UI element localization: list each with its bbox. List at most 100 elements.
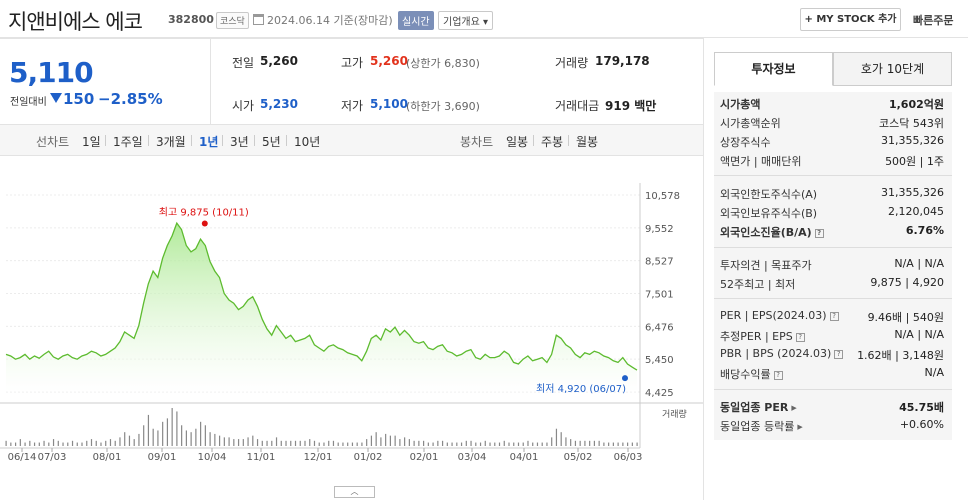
volume-bar [185, 430, 187, 446]
volume-bar [157, 430, 159, 446]
help-icon[interactable]: ? [773, 371, 783, 380]
volume-bar [337, 442, 339, 446]
volume-bar [261, 440, 263, 446]
volume-bar [418, 440, 420, 446]
volume-bar [309, 439, 311, 446]
price-change: 150 [63, 90, 95, 108]
live-badge[interactable]: 실시간 [398, 11, 434, 30]
volume-bar [280, 440, 282, 446]
volume-bar [24, 442, 26, 446]
price-change-pct: −2.85% [98, 90, 163, 108]
help-icon[interactable]: ? [814, 229, 824, 238]
volume-bar [247, 437, 249, 446]
divider [714, 175, 952, 176]
high-value: 5,260 [370, 54, 408, 68]
x-tick-label: 01/02 [354, 452, 383, 463]
volume-bar [38, 442, 40, 446]
chart-expand-toggle[interactable]: ︿ [334, 486, 375, 498]
volume-bar [313, 440, 316, 446]
help-icon[interactable]: ? [795, 333, 805, 342]
volume-bar [109, 439, 112, 446]
volume-bar [551, 437, 553, 446]
tab-weekly[interactable]: 주봉 [541, 135, 564, 149]
volume-bar [565, 437, 567, 446]
sector-chg-row: 동일업종 등락률 ▶ +0.60% [720, 418, 944, 433]
tab-10y[interactable]: 10년 [294, 135, 321, 149]
volume-bar [209, 432, 211, 446]
per-row: PER | EPS(2024.03)? 9.46배 | 540원 [720, 309, 944, 324]
tab-5y[interactable]: 5년 [262, 135, 281, 149]
volume-bar [195, 428, 197, 446]
volume-bar [242, 439, 244, 446]
x-tick-label: 10/04 [198, 452, 227, 463]
volume-bar [138, 433, 140, 446]
prev-close-value: 5,260 [260, 54, 298, 68]
x-tick-label: 09/01 [148, 452, 177, 463]
divider [714, 298, 952, 299]
tab-daily[interactable]: 일봉 [506, 135, 529, 149]
volume-bar [76, 442, 78, 446]
high-label: 고가 [341, 56, 364, 70]
dividend-row: 배당수익률? N/A [720, 366, 944, 381]
quick-order-button[interactable]: 빠른주문 [913, 14, 954, 27]
volume-bar [479, 442, 482, 446]
lower-limit: (하한가 3,690) [406, 100, 480, 113]
volume-bar [446, 442, 448, 446]
volume-bar [271, 440, 273, 446]
volume-bar [52, 439, 55, 446]
volume-bar [536, 442, 539, 446]
help-icon[interactable]: ? [829, 312, 839, 321]
tab-separator [286, 135, 287, 146]
shares-row: 상장주식수 31,355,326 [720, 134, 944, 149]
tab-1y[interactable]: 1년 [199, 135, 219, 149]
volume-bar [95, 440, 97, 446]
tab-invest-info[interactable]: 투자정보 [714, 52, 833, 86]
opinion-row: 투자의견 | 목표주가 N/A | N/A [720, 257, 944, 272]
tab-1w[interactable]: 1주일 [113, 135, 143, 149]
volume-bar [114, 440, 116, 446]
calendar-icon [253, 14, 264, 25]
volume-bar [427, 442, 429, 446]
tab-monthly[interactable]: 월봉 [576, 135, 599, 149]
foreign-limit-row: 외국인한도주식수(A) 31,355,326 [720, 186, 944, 201]
line-chart-label: 선차트 [36, 135, 70, 149]
volume-bar [105, 440, 107, 446]
volume-bar [361, 442, 363, 446]
volume-bar [574, 440, 577, 446]
price-chart[interactable]: 10,578 9,552 8,527 7,501 6,476 5,450 4,425 06/… [0, 158, 703, 498]
volume-bar [612, 442, 614, 446]
volume-bar [385, 433, 387, 446]
volume-bar [347, 442, 349, 446]
tab-separator [533, 135, 534, 146]
add-mystock-button[interactable]: + MY STOCK 추가 [800, 8, 901, 31]
help-icon[interactable]: ? [834, 350, 844, 359]
volume-bar [285, 440, 287, 446]
tab-3m[interactable]: 3개월 [156, 135, 186, 149]
tab-1d[interactable]: 1일 [82, 135, 101, 149]
volume-bar [152, 428, 154, 446]
volume-bar [399, 439, 401, 446]
x-tick-label: 11/01 [247, 452, 276, 463]
company-name: 지앤비에스 에코 [8, 10, 143, 34]
corp-overview-button[interactable]: 기업개요 ▾ [438, 11, 493, 30]
volume-bar [304, 440, 306, 446]
upper-limit: (상한가 6,830) [406, 57, 480, 70]
volume-bar [441, 440, 444, 446]
tab-3y[interactable]: 3년 [230, 135, 249, 149]
volume-label: 거래량 [555, 56, 589, 70]
volume-bar [323, 442, 325, 446]
volume-bar [622, 442, 624, 446]
chevron-right-icon[interactable]: ▶ [797, 423, 803, 431]
y-tick-label: 8,527 [645, 257, 674, 268]
volume-bar [266, 440, 268, 446]
pbr-row: PBR | BPS (2024.03)? 1.62배 | 3,148원 [720, 347, 944, 362]
chevron-right-icon[interactable]: ▶ [791, 404, 797, 412]
y-tick-label: 10,578 [645, 191, 680, 202]
tab-orderbook[interactable]: 호가 10단계 [833, 52, 952, 86]
volume-value: 179,178 [595, 54, 650, 68]
volume-bar [299, 440, 301, 446]
volume-bar [356, 442, 358, 446]
x-tick-label: 03/04 [458, 452, 487, 463]
volume-bar [366, 439, 368, 446]
volume-bar [218, 435, 221, 446]
